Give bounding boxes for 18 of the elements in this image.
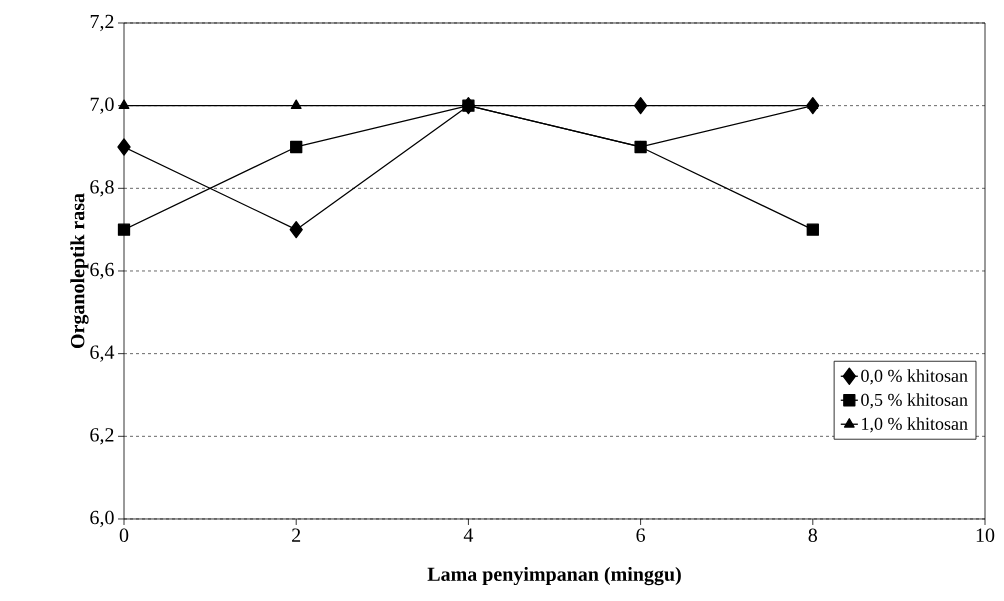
x-axis-title: Lama penyimpanan (minggu) bbox=[427, 566, 681, 586]
legend-label: 0,0 % khitosan bbox=[861, 369, 968, 385]
y-tick-label: 6,8 bbox=[90, 180, 114, 197]
y-tick-label: 6,4 bbox=[90, 345, 115, 362]
y-tick-label: 6,2 bbox=[90, 428, 114, 445]
y-axis-title: Organoleptik rasa bbox=[70, 193, 89, 349]
x-tick-label: 8 bbox=[808, 528, 818, 543]
y-tick-label: 6,0 bbox=[90, 510, 114, 528]
x-tick-label: 4 bbox=[463, 528, 474, 542]
x-tick-label: 2 bbox=[292, 528, 301, 542]
legend-label: 1,0 % khitosan bbox=[862, 417, 968, 433]
x-tick-label: 10 bbox=[976, 528, 995, 543]
legend-label: 0,5 % khitosan bbox=[861, 393, 968, 409]
y-tick-label: 7,2 bbox=[90, 14, 114, 32]
y-tick-label: 7,0 bbox=[90, 97, 114, 114]
x-tick-label: 0 bbox=[119, 528, 129, 543]
y-tick-label: 6,6 bbox=[90, 262, 114, 280]
x-tick-label: 6 bbox=[636, 528, 646, 542]
